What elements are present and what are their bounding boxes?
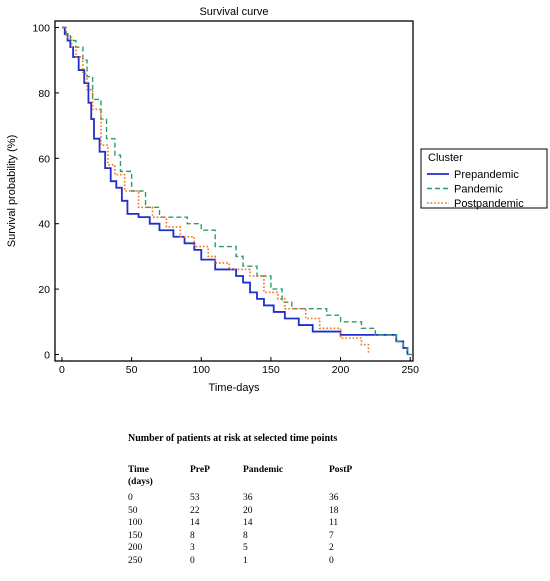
cell-postp: 7: [329, 530, 334, 541]
table-row: 0 53 36 36: [128, 492, 389, 505]
plot-frame: [54, 20, 414, 362]
header-time: Time (days): [128, 464, 190, 492]
table-row: 50 22 20 18: [128, 505, 389, 518]
cell-prep: 53: [190, 493, 200, 503]
cell-prep: 3: [190, 543, 195, 553]
series-line-pandemic: [61, 26, 413, 356]
y-tick-label: 80: [38, 88, 50, 100]
x-tick-label: 100: [192, 364, 210, 376]
cell-time: 50: [128, 505, 138, 516]
cell-pandemic: 36: [243, 493, 253, 503]
cell-pandemic: 14: [243, 518, 253, 528]
chart-title: Survival curve: [199, 6, 268, 18]
legend: Cluster Prepandemic Pandemic Postpandemic: [420, 148, 548, 210]
cell-pandemic: 1: [243, 555, 248, 566]
cell-time: 200: [128, 543, 143, 553]
cell-time: 150: [128, 530, 143, 541]
risk-table-header-row: Time (days) PreP Pandemic PostP: [128, 464, 389, 492]
x-tick-label: 150: [262, 364, 280, 376]
risk-table-grid: Time (days) PreP Pandemic PostP 0 53 36 …: [128, 464, 389, 567]
y-tick-label: 100: [32, 23, 50, 35]
header-pandemic: Pandemic: [243, 465, 284, 475]
header-postp: PostP: [329, 465, 353, 475]
table-row: 250 0 1 0: [128, 555, 389, 568]
cell-prep: 14: [190, 518, 200, 528]
cell-postp: 11: [329, 518, 339, 528]
cell-postp: 2: [329, 543, 334, 553]
y-tick-label: 20: [38, 284, 50, 296]
cell-prep: 8: [190, 530, 195, 541]
x-tick-label: 50: [126, 364, 138, 376]
legend-label-pandemic: Pandemic: [454, 184, 503, 196]
legend-box: [420, 148, 548, 209]
risk-table-title: Number of patients at risk at selected t…: [128, 433, 338, 444]
table-row: 100 14 14 11: [128, 517, 389, 530]
cell-postp: 18: [329, 505, 339, 516]
y-tick-label: 60: [38, 153, 50, 165]
cell-time: 250: [128, 555, 143, 566]
cell-pandemic: 20: [243, 505, 253, 516]
header-time-label: Time: [128, 465, 149, 475]
axis-ticks: 0 50 100 150 200 250 0 20 40 60 80 100: [32, 23, 419, 376]
y-axis-label: Survival probability (%): [6, 135, 18, 247]
cell-time: 0: [128, 493, 133, 503]
table-row: 150 8 8 7: [128, 530, 389, 543]
x-axis-label: Time-days: [209, 382, 260, 394]
cell-time: 100: [128, 518, 143, 528]
legend-label-postpandemic: Postpandemic: [454, 198, 524, 210]
header-prep: PreP: [190, 465, 210, 475]
cell-postp: 0: [329, 555, 334, 566]
cell-pandemic: 5: [243, 543, 248, 553]
x-tick-label: 250: [401, 364, 419, 376]
y-tick-label: 0: [44, 349, 50, 361]
survival-chart: Survival curve Survival probability (%) …: [6, 6, 548, 394]
series-line-prepandemic: [61, 26, 409, 355]
legend-title: Cluster: [428, 152, 463, 164]
cell-pandemic: 8: [243, 530, 248, 541]
patients-at-risk-table: Number of patients at risk at selected t…: [128, 433, 389, 567]
y-tick-label: 40: [38, 219, 50, 231]
cell-prep: 0: [190, 555, 195, 566]
header-time-unit: (days): [128, 477, 153, 487]
legend-label-prepandemic: Prepandemic: [454, 169, 519, 181]
series-line-postpandemic: [61, 26, 370, 355]
x-tick-label: 0: [59, 364, 65, 376]
cell-prep: 22: [190, 505, 200, 516]
table-row: 200 3 5 2: [128, 542, 389, 555]
x-tick-label: 200: [332, 364, 350, 376]
survival-curves: [61, 26, 413, 356]
cell-postp: 36: [329, 493, 339, 503]
